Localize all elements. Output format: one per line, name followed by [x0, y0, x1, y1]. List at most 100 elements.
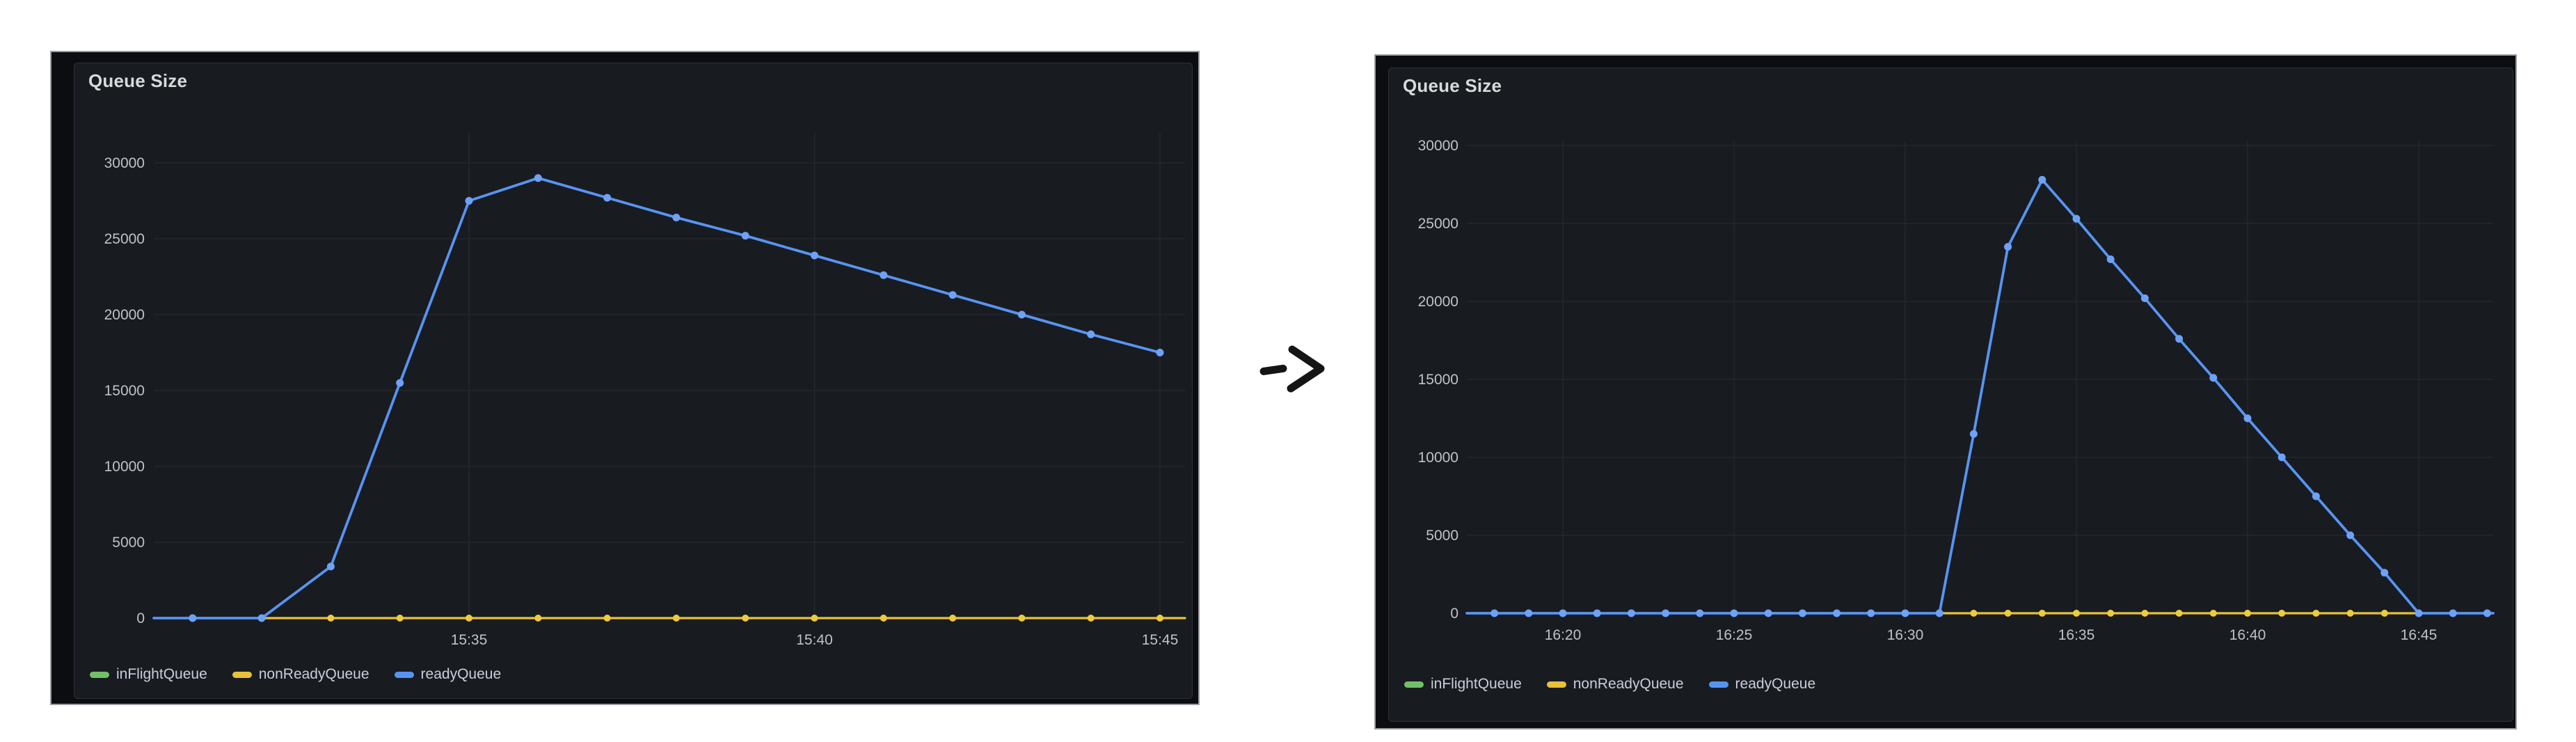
panel-title[interactable]: Queue Size [88, 70, 188, 91]
data-point-nonreadyqueue[interactable] [672, 615, 680, 622]
data-point-nonreadyqueue[interactable] [603, 615, 611, 622]
data-point-readyqueue[interactable] [2106, 255, 2115, 263]
y-axis-label: 10000 [1418, 450, 1458, 466]
x-axis-label: 16:25 [1716, 627, 1753, 643]
data-point-readyqueue[interactable] [2209, 374, 2218, 382]
data-point-nonreadyqueue[interactable] [327, 615, 335, 622]
data-point-nonreadyqueue[interactable] [880, 615, 887, 622]
data-point-nonreadyqueue[interactable] [1970, 610, 1978, 617]
data-point-nonreadyqueue[interactable] [1087, 615, 1095, 622]
data-point-readyqueue[interactable] [2415, 609, 2423, 617]
data-point-nonreadyqueue[interactable] [2175, 610, 2183, 617]
data-point-readyqueue[interactable] [1969, 429, 1978, 438]
data-point-readyqueue[interactable] [2072, 214, 2081, 223]
legend-swatch-icon [1708, 681, 1728, 688]
x-axis-label: 16:20 [1545, 627, 1582, 643]
y-axis-label: 5000 [1426, 528, 1458, 544]
data-point-readyqueue[interactable] [2312, 492, 2320, 500]
data-point-readyqueue[interactable] [2380, 569, 2389, 577]
data-point-readyqueue[interactable] [1087, 330, 1095, 338]
x-axis-label: 15:35 [451, 632, 488, 648]
panel-title[interactable]: Queue Size [1403, 75, 1502, 96]
data-point-readyqueue[interactable] [1867, 609, 1875, 617]
data-point-readyqueue[interactable] [1935, 609, 1943, 617]
chart-legend: inFlightQueue nonReadyQueue readyQueue [1404, 676, 1815, 693]
legend-item-readyqueue[interactable]: readyQueue [394, 666, 501, 683]
data-point-nonreadyqueue[interactable] [2004, 610, 2012, 617]
data-point-nonreadyqueue[interactable] [466, 615, 472, 622]
data-point-readyqueue[interactable] [2346, 531, 2355, 539]
data-point-readyqueue[interactable] [603, 194, 612, 202]
data-point-readyqueue[interactable] [880, 271, 888, 279]
data-point-nonreadyqueue[interactable] [2107, 610, 2115, 617]
data-point-readyqueue[interactable] [672, 214, 681, 221]
data-point-readyqueue[interactable] [2449, 609, 2457, 617]
data-point-nonreadyqueue[interactable] [2141, 610, 2149, 617]
data-point-readyqueue[interactable] [1490, 609, 1499, 617]
data-point-readyqueue[interactable] [257, 614, 266, 622]
data-point-readyqueue[interactable] [1593, 609, 1601, 617]
data-point-readyqueue[interactable] [948, 291, 957, 299]
data-point-readyqueue[interactable] [2175, 335, 2184, 343]
series-line-readyqueue [1465, 178, 2495, 615]
data-point-readyqueue[interactable] [1662, 609, 1670, 617]
legend-item-nonreadyqueue[interactable]: nonReadyQueue [1546, 676, 1684, 693]
data-point-readyqueue[interactable] [1764, 609, 1772, 617]
legend-item-nonreadyqueue[interactable]: nonReadyQueue [232, 666, 369, 683]
data-point-readyqueue[interactable] [2140, 294, 2149, 302]
legend-swatch-icon [90, 671, 109, 678]
data-point-nonreadyqueue[interactable] [534, 615, 542, 622]
legend-item-inflightqueue[interactable]: inFlightQueue [90, 666, 207, 683]
data-point-readyqueue[interactable] [1156, 349, 1164, 356]
data-point-nonreadyqueue[interactable] [2278, 610, 2286, 617]
y-axis-label: 0 [136, 610, 145, 626]
data-point-nonreadyqueue[interactable] [2038, 610, 2046, 617]
legend-swatch-icon [394, 671, 414, 678]
data-point-readyqueue[interactable] [465, 197, 473, 205]
data-point-readyqueue[interactable] [741, 232, 749, 240]
x-axis-label: 15:40 [796, 632, 833, 648]
data-point-nonreadyqueue[interactable] [1156, 615, 1163, 622]
data-point-nonreadyqueue[interactable] [2380, 610, 2388, 617]
data-point-nonreadyqueue[interactable] [2346, 610, 2354, 617]
queue-size-chart-after[interactable]: 0 5000 10000 15000 20000 25000 30000 16:20 16:25… [1389, 68, 2514, 723]
x-axis-label: 16:45 [2401, 627, 2438, 643]
data-point-readyqueue[interactable] [1901, 609, 1909, 617]
data-point-nonreadyqueue[interactable] [1018, 615, 1026, 622]
x-axis-label: 16:30 [1887, 627, 1924, 643]
chart-legend: inFlightQueue nonReadyQueue readyQueue [90, 666, 501, 683]
data-point-readyqueue[interactable] [1627, 609, 1635, 617]
y-axis-label: 15000 [104, 383, 145, 399]
legend-swatch-icon [232, 671, 252, 678]
data-point-readyqueue[interactable] [1696, 609, 1704, 617]
data-point-nonreadyqueue[interactable] [2073, 610, 2080, 617]
data-point-readyqueue[interactable] [326, 562, 335, 571]
data-point-nonreadyqueue[interactable] [811, 615, 818, 622]
data-point-readyqueue[interactable] [189, 614, 197, 622]
y-axis-label: 20000 [1418, 294, 1458, 310]
data-point-readyqueue[interactable] [2004, 243, 2012, 251]
data-point-readyqueue[interactable] [2277, 453, 2286, 461]
y-axis-label: 20000 [104, 307, 145, 323]
data-point-nonreadyqueue[interactable] [396, 615, 404, 622]
data-point-readyqueue[interactable] [1525, 609, 1533, 617]
legend-item-readyqueue[interactable]: readyQueue [1708, 676, 1815, 693]
data-point-readyqueue[interactable] [1798, 609, 1806, 617]
data-point-readyqueue[interactable] [1559, 609, 1567, 617]
data-point-nonreadyqueue[interactable] [2209, 610, 2217, 617]
data-point-readyqueue[interactable] [534, 174, 542, 182]
data-point-nonreadyqueue[interactable] [742, 615, 749, 622]
data-point-readyqueue[interactable] [1833, 609, 1841, 617]
data-point-readyqueue[interactable] [396, 379, 404, 387]
data-point-nonreadyqueue[interactable] [2244, 610, 2251, 617]
data-point-readyqueue[interactable] [2038, 175, 2046, 184]
data-point-readyqueue[interactable] [2483, 609, 2491, 617]
data-point-nonreadyqueue[interactable] [2312, 610, 2320, 617]
data-point-readyqueue[interactable] [2243, 414, 2252, 423]
queue-size-chart-before[interactable]: 0 5000 10000 15000 20000 25000 30000 15:35 15:40… [74, 63, 1193, 700]
data-point-readyqueue[interactable] [1730, 609, 1738, 617]
data-point-readyqueue[interactable] [811, 251, 818, 260]
legend-item-inflightqueue[interactable]: inFlightQueue [1404, 676, 1522, 693]
data-point-nonreadyqueue[interactable] [949, 615, 957, 622]
data-point-readyqueue[interactable] [1017, 310, 1026, 319]
